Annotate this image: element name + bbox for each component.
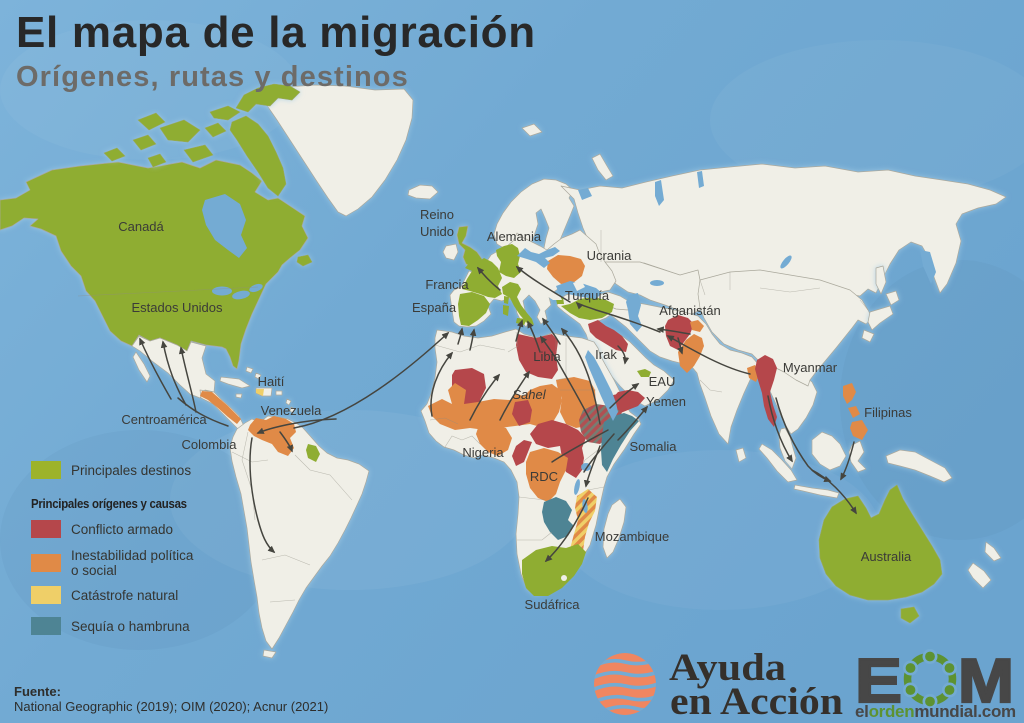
svg-text:Ucrania: Ucrania [587,248,633,263]
svg-text:Sahel: Sahel [512,387,546,402]
svg-text:Filipinas: Filipinas [864,405,912,420]
svg-text:Unido: Unido [420,224,454,239]
svg-text:Irak: Irak [595,347,617,362]
svg-text:Colombia: Colombia [182,437,238,452]
svg-text:Estados Unidos: Estados Unidos [131,300,223,315]
svg-text:Venezuela: Venezuela [261,403,322,418]
svg-text:Reino: Reino [420,207,454,222]
svg-text:Myanmar: Myanmar [783,360,838,375]
svg-text:Canadá: Canadá [118,219,164,234]
svg-text:Afganistán: Afganistán [659,303,720,318]
svg-text:Libia: Libia [533,349,561,364]
svg-text:Francia: Francia [425,277,469,292]
svg-text:Turquía: Turquía [565,288,610,303]
svg-text:Alemania: Alemania [487,229,542,244]
svg-text:Somalia: Somalia [630,439,678,454]
svg-text:Sudáfrica: Sudáfrica [525,597,581,612]
svg-text:Mozambique: Mozambique [595,529,669,544]
svg-text:EAU: EAU [649,374,676,389]
svg-text:España: España [412,300,457,315]
svg-text:Haití: Haití [258,374,285,389]
svg-text:Centroamérica: Centroamérica [121,412,207,427]
svg-text:Australia: Australia [861,549,912,564]
svg-text:Nigeria: Nigeria [462,445,504,460]
svg-text:RDC: RDC [530,469,558,484]
svg-text:Yemen: Yemen [646,394,686,409]
